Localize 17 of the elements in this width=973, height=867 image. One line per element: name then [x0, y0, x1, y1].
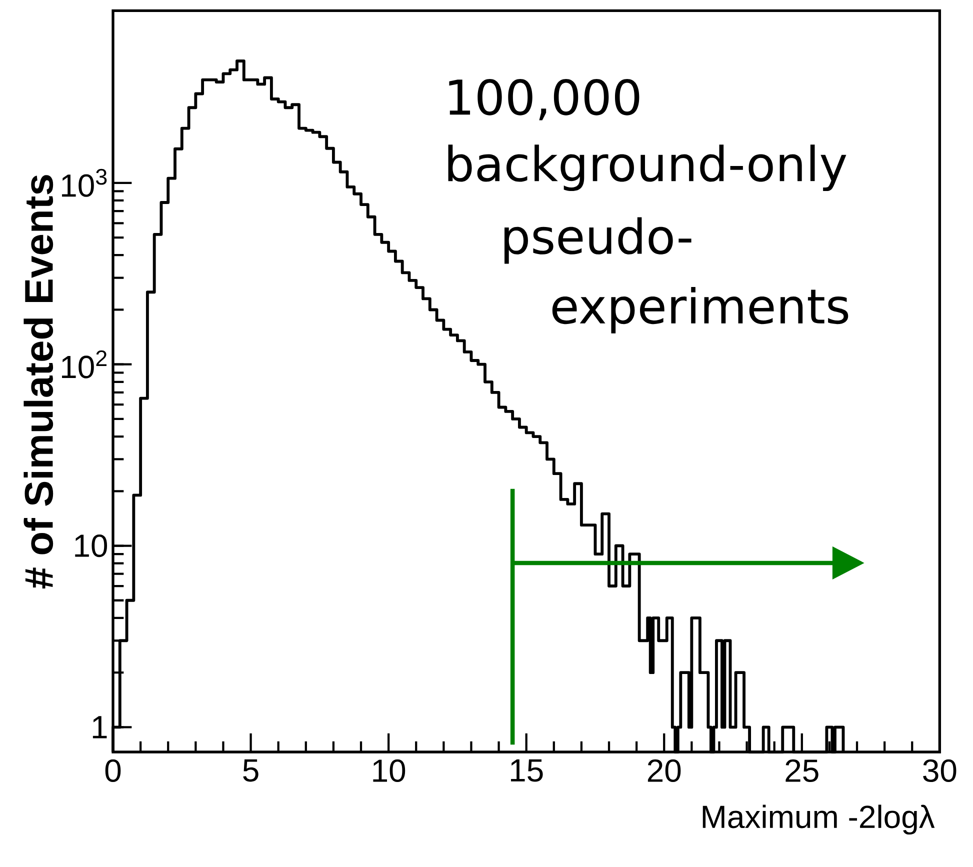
annotation: pseudo- [504, 217, 692, 264]
x-tick-label: 0 [105, 759, 121, 782]
annotation: 100,000 [449, 79, 640, 120]
y-tick-label: 1 [92, 716, 107, 738]
x-tick-label: 5 [243, 759, 258, 782]
x-axis-title: Maximum -2logλ [702, 804, 935, 835]
annotation: experiments [552, 286, 848, 334]
x-tick-label: 15 [510, 759, 543, 782]
x-tick-label: 30 [923, 759, 956, 782]
y-tick-label: 10$^{3}$ [62, 168, 107, 197]
y-axis-title: # of Simulated Events [24, 175, 54, 588]
x-tick-label: 10 [373, 759, 406, 782]
y-tick-label: 10$^{2}$ [62, 350, 106, 378]
x-tick-label: 20 [648, 759, 681, 782]
annotation: background-only [448, 144, 846, 192]
y-tick-label: 10 [75, 534, 108, 558]
x-tick-label: 25 [786, 759, 818, 782]
